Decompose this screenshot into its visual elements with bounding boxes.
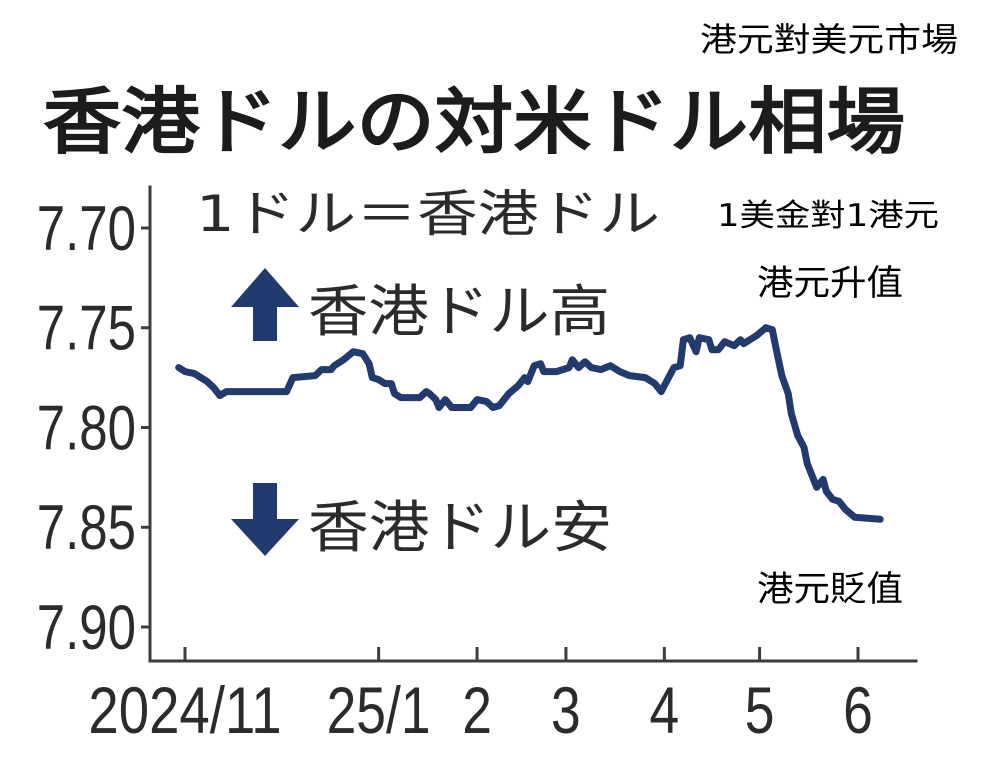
- y-axis-ticks: 7.70 7.75 7.80 7.85 7.90: [37, 194, 150, 663]
- y-tick-label: 7.75: [37, 294, 136, 364]
- hkd-weak-label: 香港ドル安: [308, 496, 612, 561]
- translation-header-text: 港元對美元市場: [700, 20, 958, 59]
- y-tick-label: 7.85: [37, 493, 136, 563]
- chart-title: 香港ドルの対米ドル相場: [43, 80, 905, 164]
- y-tick-label: 7.70: [37, 194, 136, 264]
- x-tick-label: 2024/11: [88, 673, 281, 747]
- unit-translation-text: 1美金對1港元: [717, 198, 939, 234]
- y-tick-label: 7.90: [37, 593, 136, 663]
- x-tick-label: 5: [745, 673, 775, 747]
- x-axis-ticks: 2024/11 25/1 2 3 4 5 6: [88, 647, 873, 747]
- up-arrow-icon: [231, 268, 299, 341]
- chart-subtitle: 1ドル＝香港ドル: [196, 185, 660, 243]
- x-tick-label: 25/1: [327, 673, 431, 747]
- down-arrow-icon: [231, 483, 299, 556]
- y-tick-label: 7.80: [37, 394, 136, 464]
- depreciation-translation-text: 港元貶值: [757, 570, 903, 610]
- series-line: [175, 324, 884, 523]
- x-tick-label: 6: [843, 673, 873, 747]
- hkd-strong-label: 香港ドル高: [308, 280, 610, 345]
- x-tick-label: 3: [551, 673, 581, 747]
- x-tick-label: 4: [650, 673, 680, 747]
- appreciation-translation-text: 港元升值: [757, 264, 903, 304]
- x-tick-label: 2: [462, 673, 492, 747]
